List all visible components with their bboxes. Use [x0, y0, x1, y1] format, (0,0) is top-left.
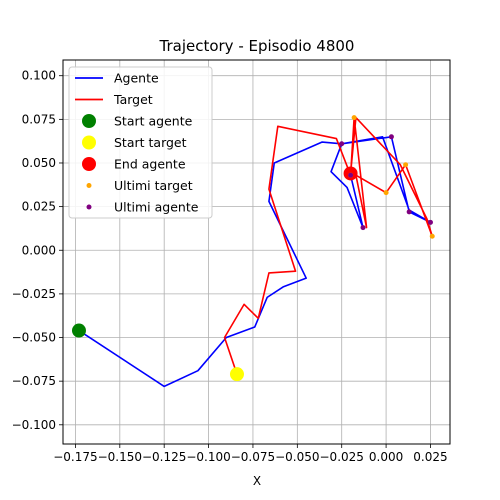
y-tick-label: 0.075: [22, 112, 56, 126]
legend-swatch-start-agente: [82, 114, 96, 128]
ultimi-agente-point: [427, 219, 433, 225]
start-target-point: [229, 367, 244, 382]
x-axis-label: X: [253, 474, 261, 488]
legend-swatch-ultimi-agente: [86, 204, 92, 210]
x-tick-label: 0.025: [413, 450, 447, 464]
x-tick-label: −0.100: [186, 450, 230, 464]
legend-label-agente: Agente: [114, 71, 159, 86]
legend-swatch-ultimi-target: [86, 183, 92, 188]
axes-frame: [62, 59, 451, 445]
ultimi-target-point: [351, 115, 357, 121]
legend-label-start-target: Start target: [114, 135, 187, 150]
x-tick-label: −0.175: [53, 450, 97, 464]
chart-title: Trajectory - Episodio 4800: [159, 37, 355, 55]
legend-label-ultimi-target: Ultimi target: [114, 178, 193, 193]
ultimi-agente-point: [388, 134, 394, 140]
y-tick-label: −0.050: [12, 331, 56, 345]
legend: Agente Target Start agente Start target End …: [68, 66, 213, 219]
y-axis: 0.100 0.075 0.050 0.025 0.000 −0.025 −0.050 −0.…: [12, 69, 63, 432]
y-tick-label: −0.025: [12, 287, 56, 301]
x-tick-label: −0.050: [275, 450, 319, 464]
ultimi-agente-point: [360, 225, 366, 231]
legend-label-target: Target: [113, 92, 153, 107]
y-tick-label: −0.100: [12, 418, 56, 432]
target-line: [223, 116, 434, 375]
ultimi-target-point: [383, 190, 389, 196]
x-tick-label: −0.025: [320, 450, 364, 464]
legend-label-start-agente: Start agente: [114, 114, 193, 129]
y-tick-label: 0.100: [22, 69, 56, 83]
y-tick-label: −0.075: [12, 374, 56, 388]
x-tick-label: 0.000: [369, 450, 403, 464]
ultimi-agente-point: [406, 209, 412, 215]
x-axis: −0.175 −0.150 −0.125 −0.100 −0.075 −0.050 −0.0…: [53, 444, 448, 464]
y-tick-label: 0.000: [22, 243, 56, 257]
legend-label-end-agente: End agente: [114, 157, 186, 172]
legend-box: [68, 66, 213, 219]
agente-line: [78, 136, 432, 388]
x-tick-label: −0.125: [142, 450, 186, 464]
legend-swatch-end-agente: [82, 157, 96, 171]
y-tick-label: 0.050: [22, 156, 56, 170]
legend-label-ultimi-agente: Ultimi agente: [114, 200, 199, 215]
ultimi-target-point: [429, 233, 435, 239]
x-tick-label: −0.075: [231, 450, 275, 464]
ultimi-agente-point: [348, 172, 354, 178]
legend-swatch-start-target: [82, 135, 96, 150]
plot-area: [71, 115, 435, 388]
ultimi-agente-point: [339, 141, 345, 147]
ultimi-target-point: [403, 162, 409, 168]
x-tick-label: −0.150: [98, 450, 142, 464]
start-agente-point: [71, 323, 86, 338]
y-tick-label: 0.025: [22, 200, 56, 214]
